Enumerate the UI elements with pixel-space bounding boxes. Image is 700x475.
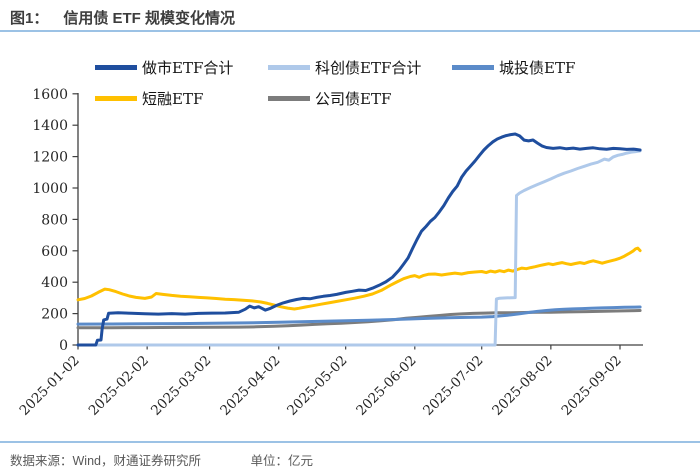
legend-label: 公司债ETF — [315, 90, 392, 108]
footer-divider — [0, 441, 700, 443]
legend-swatch-icon — [95, 65, 137, 70]
series-line-科创债ETF合计 — [76, 149, 642, 347]
series-line-城投债ETF — [76, 305, 642, 326]
figure-footer: 数据来源：Wind，财通证券研究所 单位：亿元 — [10, 450, 313, 469]
y-tick-label: 1600 — [32, 87, 68, 103]
legend-swatch-icon — [452, 65, 494, 70]
x-tick-label: 2025-03-02 — [148, 353, 214, 419]
y-tick-label: 200 — [41, 307, 68, 323]
legend-label: 城投债ETF — [499, 59, 576, 77]
data-source-label: 数据来源：Wind，财通证券研究所 — [10, 454, 201, 468]
x-tick-label: 2025-01-02 — [16, 353, 82, 419]
figure-title: 信用债 ETF 规模变化情况 — [63, 10, 236, 27]
legend-swatch-icon — [268, 65, 310, 70]
legend-label: 短融ETF — [142, 90, 204, 108]
legend-item-科创债ETF合计: 科创债ETF合计 — [268, 57, 421, 78]
figure-title-bar: 图1： 信用债 ETF 规模变化情况 — [10, 7, 235, 28]
x-tick-label: 2025-02-02 — [86, 353, 152, 419]
y-tick-label: 800 — [41, 212, 68, 228]
legend-swatch-icon — [268, 96, 310, 101]
unit-label: 单位：亿元 — [250, 454, 313, 468]
x-tick-label: 2025-08-02 — [489, 353, 555, 419]
legend-label: 做市ETF合计 — [142, 59, 234, 77]
series-line-做市ETF合计 — [76, 132, 642, 347]
series-line-短融ETF — [76, 246, 642, 311]
figure-number: 图1： — [10, 10, 49, 27]
x-tick-label: 2025-05-02 — [284, 353, 350, 419]
legend-item-短融ETF: 短融ETF — [95, 88, 203, 109]
x-tick-label: 2025-06-02 — [353, 353, 419, 419]
legend-item-公司债ETF: 公司债ETF — [268, 88, 391, 109]
y-tick-label: 1400 — [32, 118, 68, 134]
legend-swatch-icon — [95, 96, 137, 101]
legend-item-做市ETF合计: 做市ETF合计 — [95, 57, 233, 78]
legend-item-城投债ETF: 城投债ETF — [452, 57, 575, 78]
y-tick-label: 1200 — [32, 150, 68, 166]
y-tick-label: 1000 — [32, 181, 68, 197]
x-tick-label: 2025-07-02 — [420, 353, 486, 419]
x-tick-label: 2025-09-02 — [558, 353, 624, 419]
x-tick-label: 2025-04-02 — [217, 353, 283, 419]
y-tick-label: 600 — [41, 244, 68, 260]
y-tick-label: 400 — [41, 275, 68, 291]
title-divider — [0, 30, 700, 32]
y-tick-label: 0 — [59, 338, 68, 354]
legend-label: 科创债ETF合计 — [315, 59, 422, 77]
